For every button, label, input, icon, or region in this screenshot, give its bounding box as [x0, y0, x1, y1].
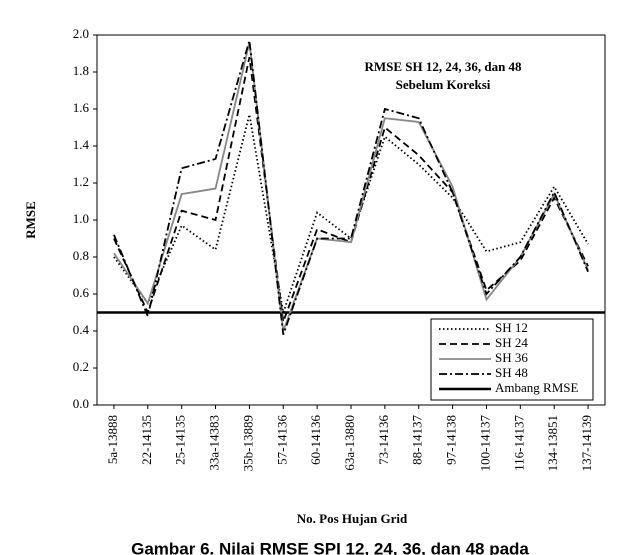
- x-tick-label: 134-13851: [545, 415, 560, 471]
- annotation: Sebelum Koreksi: [396, 77, 491, 92]
- series-line: [113, 42, 589, 332]
- legend-label: Ambang RMSE: [495, 380, 578, 395]
- series-line: [113, 40, 589, 335]
- x-tick-label: 33a-14383: [207, 415, 222, 471]
- x-tick-label: 100-14137: [477, 415, 492, 472]
- x-tick-label: 60-14136: [308, 415, 323, 465]
- x-tick-label: 35b-13889: [240, 415, 255, 471]
- x-tick-label: 73-14136: [376, 415, 391, 465]
- x-tick-label: 88-14137: [410, 415, 425, 465]
- y-tick-label: 1.8: [73, 63, 89, 78]
- y-tick-label: 1.0: [73, 211, 89, 226]
- x-tick-label: 5a-13888: [105, 415, 120, 464]
- y-tick-label: 0.8: [73, 248, 89, 263]
- y-tick-label: 0.2: [73, 359, 89, 374]
- x-axis-title: No. Pos Hujan Grid: [297, 511, 408, 526]
- series-line: [113, 57, 589, 323]
- y-tick-label: 2.0: [73, 26, 89, 41]
- legend-label: SH 12: [495, 320, 528, 335]
- x-tick-label: 22-14135: [139, 415, 154, 465]
- y-tick-label: 0.4: [73, 322, 90, 337]
- caption: Gambar 6. Nilai RMSE SPI 12, 24, 36, dan…: [131, 539, 529, 555]
- legend-label: SH 36: [495, 350, 528, 365]
- y-tick-label: 0.0: [73, 396, 89, 411]
- legend-label: SH 24: [495, 335, 528, 350]
- y-tick-label: 1.2: [73, 174, 89, 189]
- x-tick-label: 97-14138: [444, 415, 459, 465]
- legend-label: SH 48: [495, 365, 528, 380]
- x-tick-label: 63a-13880: [342, 415, 357, 471]
- x-tick-label: 137-14139: [579, 415, 594, 471]
- series-line: [113, 114, 589, 313]
- x-tick-label: 25-14135: [173, 415, 188, 465]
- x-tick-label: 57-14136: [274, 415, 289, 465]
- annotation: RMSE SH 12, 24, 36, dan 48: [364, 59, 522, 74]
- y-tick-label: 0.6: [73, 285, 90, 300]
- y-axis-title: RMSE: [23, 201, 38, 239]
- y-tick-label: 1.6: [73, 100, 90, 115]
- y-tick-label: 1.4: [73, 137, 90, 152]
- x-tick-label: 116-14137: [511, 415, 526, 471]
